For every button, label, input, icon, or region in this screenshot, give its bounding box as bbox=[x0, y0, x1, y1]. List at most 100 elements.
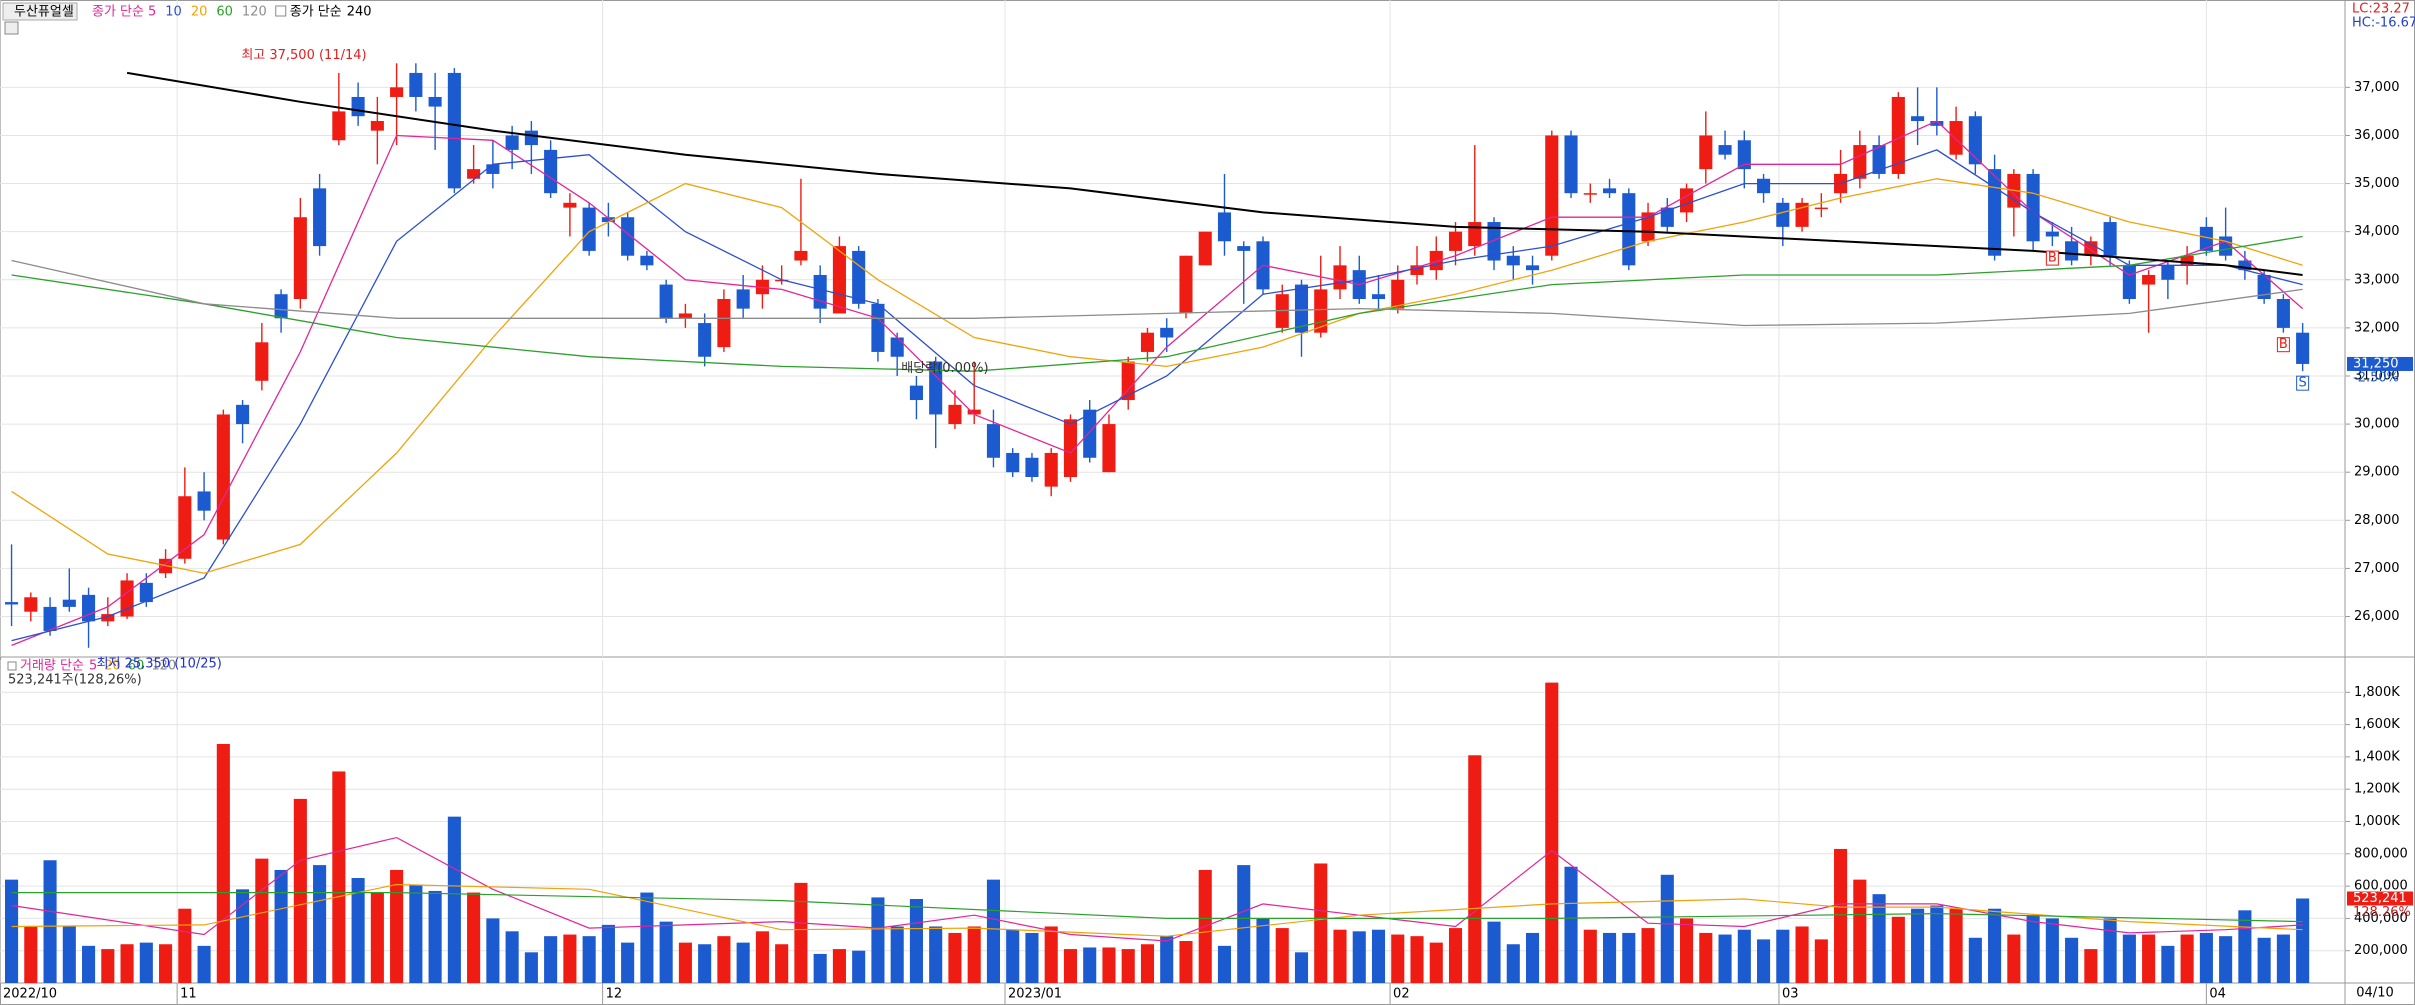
volume-bar bbox=[563, 934, 577, 983]
legend-entry: 240 bbox=[347, 5, 372, 20]
ma-line bbox=[11, 235, 2303, 372]
volume-bar bbox=[755, 931, 769, 983]
candle-body bbox=[1988, 169, 2002, 256]
candle-body bbox=[2257, 274, 2271, 300]
candle-body bbox=[101, 614, 115, 622]
volume-bar bbox=[2276, 934, 2290, 983]
candle-body bbox=[1391, 279, 1405, 309]
candle-body bbox=[1660, 207, 1674, 227]
volume-bar bbox=[370, 892, 384, 983]
candle-body bbox=[82, 594, 96, 622]
title-box[interactable] bbox=[2, 2, 78, 21]
volume-bar bbox=[1680, 918, 1694, 983]
candle-body bbox=[1044, 452, 1058, 487]
candle-body bbox=[1911, 116, 1925, 122]
y-tick-label: 28,000 bbox=[2354, 513, 2400, 528]
volume-bar bbox=[486, 918, 500, 983]
menu-icon[interactable] bbox=[4, 21, 19, 35]
candle-body bbox=[351, 96, 365, 117]
volume-bar bbox=[1718, 934, 1732, 983]
x-tick-label: 2023/01 bbox=[1008, 987, 1062, 1002]
volume-bar bbox=[1102, 947, 1116, 983]
candle-body bbox=[775, 279, 789, 282]
candle-body bbox=[1949, 121, 1963, 155]
candle-body bbox=[1930, 121, 1944, 126]
candle-body bbox=[909, 385, 923, 401]
candle-body bbox=[1025, 457, 1039, 478]
volume-bar bbox=[871, 897, 885, 983]
candle-body bbox=[1718, 145, 1732, 155]
candle-body bbox=[1622, 193, 1636, 266]
last-change-label: -2.50% bbox=[2353, 370, 2399, 385]
volume-bar bbox=[1949, 908, 1963, 983]
volume-bar bbox=[1814, 939, 1828, 983]
volume-bar bbox=[698, 944, 712, 983]
candle-body bbox=[62, 599, 76, 607]
candle-body bbox=[794, 250, 808, 261]
candle-body bbox=[717, 299, 731, 348]
volume-bar bbox=[2142, 934, 2156, 983]
legend-swatch bbox=[275, 5, 287, 17]
volume-bar bbox=[447, 816, 461, 983]
candle-body bbox=[1140, 332, 1155, 352]
volume-bar bbox=[1410, 936, 1424, 983]
candle-body bbox=[390, 87, 404, 97]
y-tick-label: 32,000 bbox=[2354, 320, 2400, 335]
volume-bar bbox=[2161, 945, 2175, 983]
volume-bar bbox=[1737, 929, 1751, 983]
ma-line bbox=[11, 892, 2303, 923]
candle-body bbox=[1602, 188, 1617, 194]
volume-bar bbox=[1564, 866, 1578, 983]
legend-entry: 20 bbox=[104, 659, 121, 674]
ma-line bbox=[11, 883, 2303, 937]
y-tick-label: 27,000 bbox=[2354, 561, 2400, 576]
volume-bar bbox=[2084, 949, 2098, 983]
volume-summary: 523,241주(128,26%) bbox=[8, 673, 142, 688]
volume-bar bbox=[544, 936, 558, 983]
volume-bar bbox=[1968, 937, 1982, 983]
ma-line bbox=[11, 178, 2303, 574]
candle-body bbox=[43, 606, 57, 631]
volume-bar bbox=[159, 944, 173, 983]
candle-body bbox=[1468, 222, 1482, 247]
y-tick-label: 33,000 bbox=[2354, 272, 2400, 287]
candle-body bbox=[1872, 145, 1886, 174]
hc-label: HC:-16.67 bbox=[2352, 16, 2415, 31]
volume-bar bbox=[1237, 865, 1251, 983]
v-tick-label: 1,600K bbox=[2354, 717, 2400, 732]
signal-box bbox=[2045, 250, 2059, 266]
legend-entry: 120 bbox=[151, 659, 176, 674]
volume-legend-title: 거래량 단순 bbox=[20, 659, 84, 674]
candle-body bbox=[929, 361, 943, 415]
volume-ratio-label: 128.26% bbox=[2353, 905, 2411, 920]
candle-body bbox=[698, 323, 712, 357]
volume-bar bbox=[1641, 928, 1655, 983]
signal-box bbox=[2296, 375, 2310, 391]
candle-body bbox=[1564, 135, 1578, 194]
volume-bar bbox=[678, 942, 692, 983]
candle-body bbox=[1198, 231, 1212, 266]
y-tick-label: 30,000 bbox=[2354, 417, 2400, 432]
legend-entry: 60 bbox=[216, 5, 233, 20]
volume-bar bbox=[1371, 929, 1386, 983]
low-annotation: 최저 25,350 (10/25) bbox=[97, 656, 222, 671]
candle-body bbox=[813, 274, 827, 309]
v-tick-label: 1,400K bbox=[2354, 749, 2400, 764]
volume-bar bbox=[2257, 937, 2271, 983]
candle-body bbox=[621, 217, 635, 256]
candle-body bbox=[505, 135, 519, 150]
volume-bar bbox=[2026, 915, 2040, 983]
volume-bar bbox=[1506, 944, 1520, 983]
volume-bar bbox=[120, 944, 134, 983]
volume-bar bbox=[255, 858, 269, 983]
ma-line bbox=[11, 259, 2303, 327]
volume-bar bbox=[24, 926, 38, 983]
candle-body bbox=[1121, 361, 1135, 401]
volume-bar bbox=[82, 945, 96, 983]
volume-bar bbox=[1429, 942, 1443, 983]
candle-body bbox=[948, 404, 962, 425]
volume-bar bbox=[197, 945, 211, 983]
volume-bar bbox=[2219, 936, 2233, 983]
candle-body bbox=[1776, 202, 1790, 227]
volume-bar bbox=[351, 878, 365, 983]
